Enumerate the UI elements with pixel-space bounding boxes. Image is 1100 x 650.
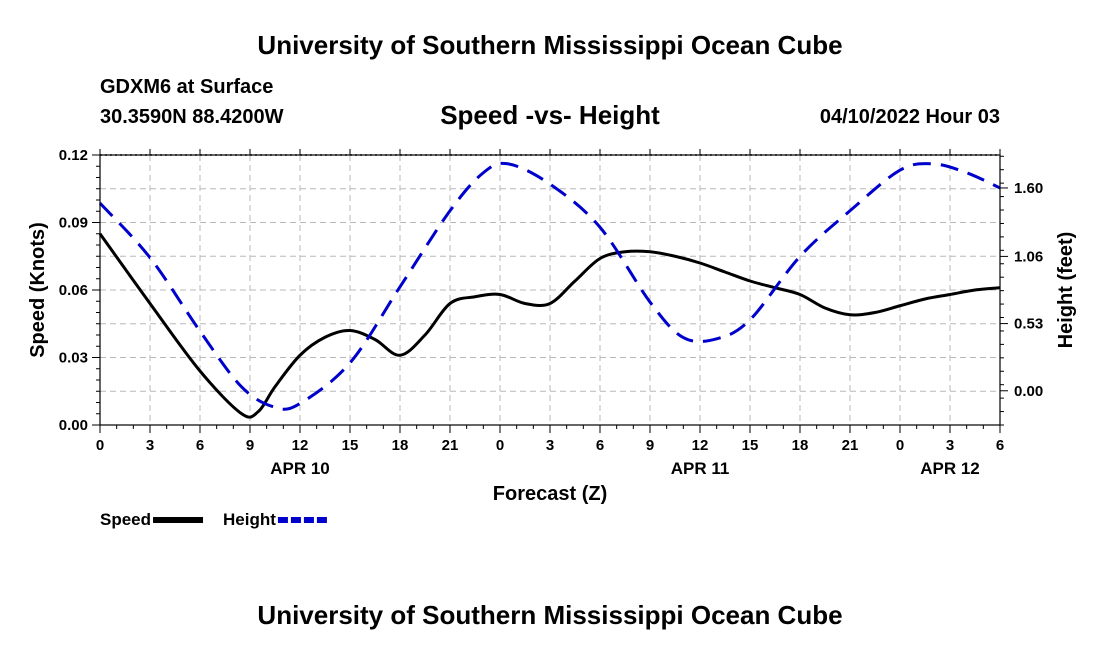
x-tick-label: 9	[646, 437, 654, 454]
x-tick-label: 6	[596, 437, 604, 454]
x-axis-label: Forecast (Z)	[493, 483, 607, 505]
date-label: APR 12	[920, 459, 980, 478]
footer-title: University of Southern Mississippi Ocean…	[257, 600, 843, 630]
x-tick-label: 0	[896, 437, 904, 454]
x-tick-label: 18	[792, 437, 809, 454]
series-line-speed	[98, 232, 1001, 419]
axes: 0 3 6 9 12 15 18 21 0 3 6 9 12 15 18 21 0 3 6 APR 10 APR 11 A…	[59, 147, 1043, 478]
series-line-height	[98, 161, 1001, 411]
y2-tick-label: 1.60	[1014, 180, 1043, 197]
date-label: APR 11	[671, 459, 730, 478]
y2-axis-label: Height (feet)	[1055, 232, 1077, 349]
y-tick-label: 0.06	[59, 282, 88, 299]
y-tick-label: 0.03	[59, 350, 88, 367]
x-tick-label: 15	[342, 437, 359, 454]
y2-tick-label: 0.53	[1014, 316, 1043, 333]
series-lines	[98, 161, 1001, 419]
x-tick-label: 0	[496, 437, 504, 454]
x-tick-label: 3	[546, 437, 554, 454]
legend-label: Speed	[100, 510, 151, 529]
date-label: APR 10	[270, 459, 330, 478]
x-tick-label: 12	[292, 437, 309, 454]
legend: Speed Height	[100, 510, 328, 529]
x-tick-label: 21	[842, 437, 859, 454]
y-tick-label: 0.00	[59, 417, 88, 434]
station-label: GDXM6 at Surface	[100, 76, 274, 98]
x-tick-label: 15	[742, 437, 759, 454]
datetime-label: 04/10/2022 Hour 03	[819, 106, 1000, 128]
x-tick-label: 12	[692, 437, 709, 454]
x-tick-label: 3	[146, 437, 154, 454]
coordinates-label: 30.3590N 88.4200W	[100, 106, 284, 128]
x-tick-label: 21	[442, 437, 459, 454]
grid-lines	[99, 154, 1001, 425]
x-tick-label: 6	[996, 437, 1004, 454]
y2-tick-label: 1.06	[1014, 248, 1043, 265]
y-axis-label: Speed (Knots)	[27, 222, 49, 358]
legend-label: Height	[223, 510, 276, 529]
x-tick-label: 6	[196, 437, 204, 454]
x-tick-label: 18	[392, 437, 409, 454]
chart-title: Speed -vs- Height	[440, 100, 660, 130]
y2-tick-label: 0.00	[1014, 383, 1043, 400]
page-title: University of Southern Mississippi Ocean…	[257, 30, 843, 60]
y-tick-label: 0.12	[59, 147, 88, 164]
x-tick-label: 9	[246, 437, 254, 454]
x-tick-label: 0	[96, 437, 104, 454]
y-tick-label: 0.09	[59, 215, 88, 232]
x-tick-label: 3	[946, 437, 954, 454]
